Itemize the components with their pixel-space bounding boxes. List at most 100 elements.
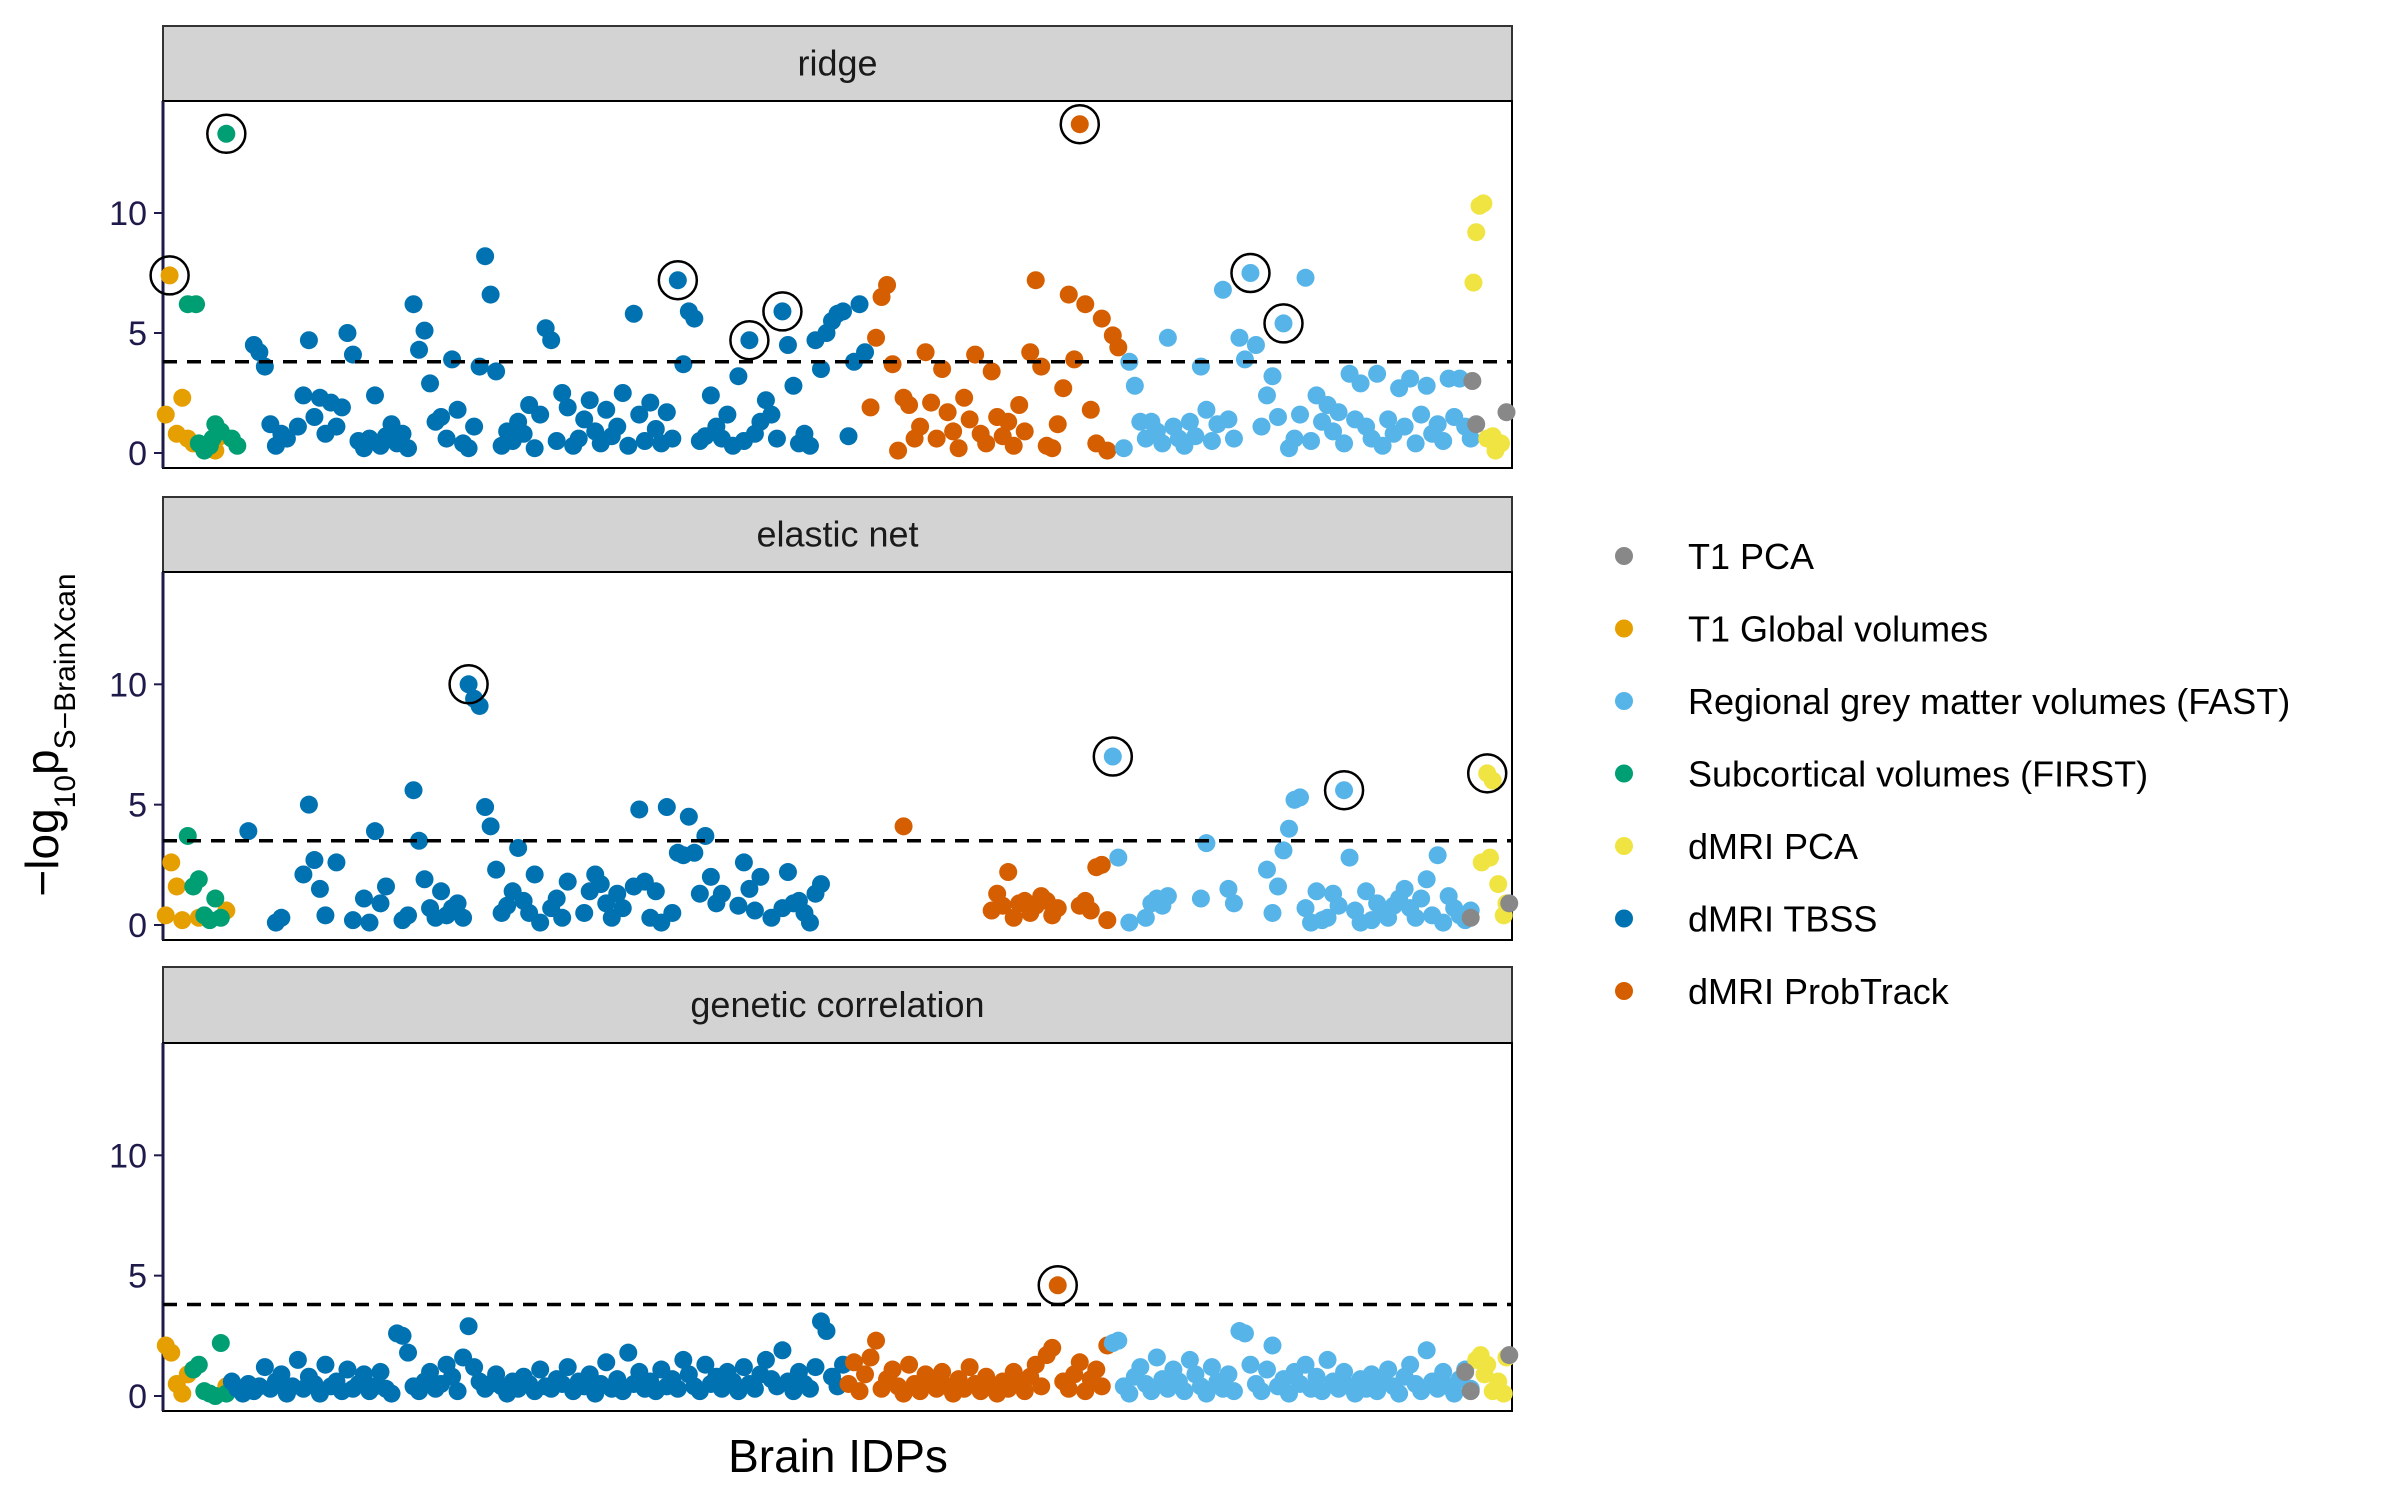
legend-item: dMRI PCA: [1615, 826, 1858, 867]
data-point: [646, 882, 665, 901]
data-point: [272, 1365, 291, 1384]
data-point: [966, 345, 985, 364]
series-t1-pca: [1463, 372, 1516, 434]
highlight-ring: [762, 291, 803, 332]
data-point: [850, 295, 869, 314]
highlight-ring: [448, 664, 489, 705]
legend-key: [1615, 837, 1633, 855]
series-dmri-tbss: [222, 1312, 853, 1403]
y-tick-label: 0: [128, 435, 147, 473]
data-point: [1307, 1367, 1326, 1386]
data-point: [1464, 273, 1483, 292]
data-point: [1467, 415, 1486, 434]
data-point: [393, 424, 412, 443]
data-point: [701, 386, 720, 405]
data-point: [1379, 1360, 1398, 1379]
data-point: [189, 870, 208, 889]
data-point: [211, 908, 230, 927]
data-point: [1191, 889, 1210, 908]
data-point: [613, 899, 632, 918]
data-point: [481, 817, 500, 836]
data-point: [1263, 367, 1282, 386]
data-point: [1329, 896, 1348, 915]
facet-strip: [162, 966, 1513, 1044]
data-point: [1092, 1377, 1111, 1396]
data-point: [668, 271, 687, 290]
data-point: [839, 427, 858, 446]
data-point: [255, 1358, 274, 1377]
data-point: [1224, 429, 1243, 448]
data-point: [784, 376, 803, 395]
data-point: [674, 355, 693, 374]
data-point: [1291, 405, 1310, 424]
data-point: [1059, 285, 1078, 304]
data-point: [525, 865, 544, 884]
data-point: [1434, 913, 1453, 932]
data-point: [454, 908, 473, 927]
data-point: [443, 1367, 462, 1386]
data-point: [1186, 427, 1205, 446]
highlight-ring: [1323, 769, 1365, 811]
series-dmri-probtrack: [861, 115, 1128, 460]
data-point: [1147, 1348, 1166, 1367]
data-point: [1136, 908, 1155, 927]
series-t1-global-volumes: [156, 853, 236, 930]
highlight-ring: [1059, 103, 1101, 145]
data-point: [1406, 434, 1425, 453]
data-point: [1197, 834, 1216, 853]
data-point: [668, 1379, 687, 1398]
data-point: [465, 417, 484, 436]
data-point: [217, 124, 236, 143]
data-point: [800, 913, 819, 932]
data-point: [734, 853, 753, 872]
data-point: [982, 362, 1001, 381]
data-point: [811, 875, 830, 894]
data-point: [1059, 1379, 1078, 1398]
data-point: [547, 889, 566, 908]
data-point: [1406, 908, 1425, 927]
data-point: [211, 1334, 230, 1353]
x-axis-title: Brain IDPs: [728, 1430, 948, 1482]
y-axis-title-p: p: [16, 749, 68, 775]
data-point: [1021, 343, 1040, 362]
data-point: [410, 831, 429, 850]
data-point: [1015, 422, 1034, 441]
data-point: [696, 1355, 715, 1374]
data-point: [299, 795, 318, 814]
series-dmri-pca: [1467, 1346, 1516, 1403]
data-point: [993, 896, 1012, 915]
data-point: [531, 913, 550, 932]
data-point: [1076, 295, 1095, 314]
data-point: [690, 884, 709, 903]
data-point: [476, 247, 495, 266]
data-point: [1004, 908, 1023, 927]
data-point: [1395, 879, 1414, 898]
y-tick-label: 5: [128, 315, 147, 353]
y-tick-label: 0: [128, 1378, 147, 1416]
highlight-ring: [149, 255, 190, 296]
data-point: [393, 1326, 412, 1345]
data-point: [1412, 405, 1431, 424]
data-point: [856, 1365, 875, 1384]
data-point: [1480, 848, 1499, 867]
data-point: [382, 1384, 401, 1403]
y-axis-title: −log10pS−BrainXcan: [16, 573, 82, 896]
data-point: [740, 879, 759, 898]
data-point: [1463, 372, 1482, 390]
data-point: [745, 1379, 764, 1398]
data-point: [1483, 771, 1502, 790]
data-point: [663, 429, 682, 448]
data-point: [938, 403, 957, 422]
legend-key: [1615, 547, 1633, 565]
data-point: [729, 896, 748, 915]
data-point: [1412, 889, 1431, 908]
data-point: [1109, 1331, 1128, 1350]
data-point: [365, 386, 384, 405]
data-point: [1180, 412, 1199, 431]
data-point: [955, 388, 974, 407]
data-point: [894, 817, 913, 836]
data-point: [1500, 894, 1519, 913]
data-point: [1120, 913, 1139, 932]
highlight-ring: [657, 259, 699, 301]
